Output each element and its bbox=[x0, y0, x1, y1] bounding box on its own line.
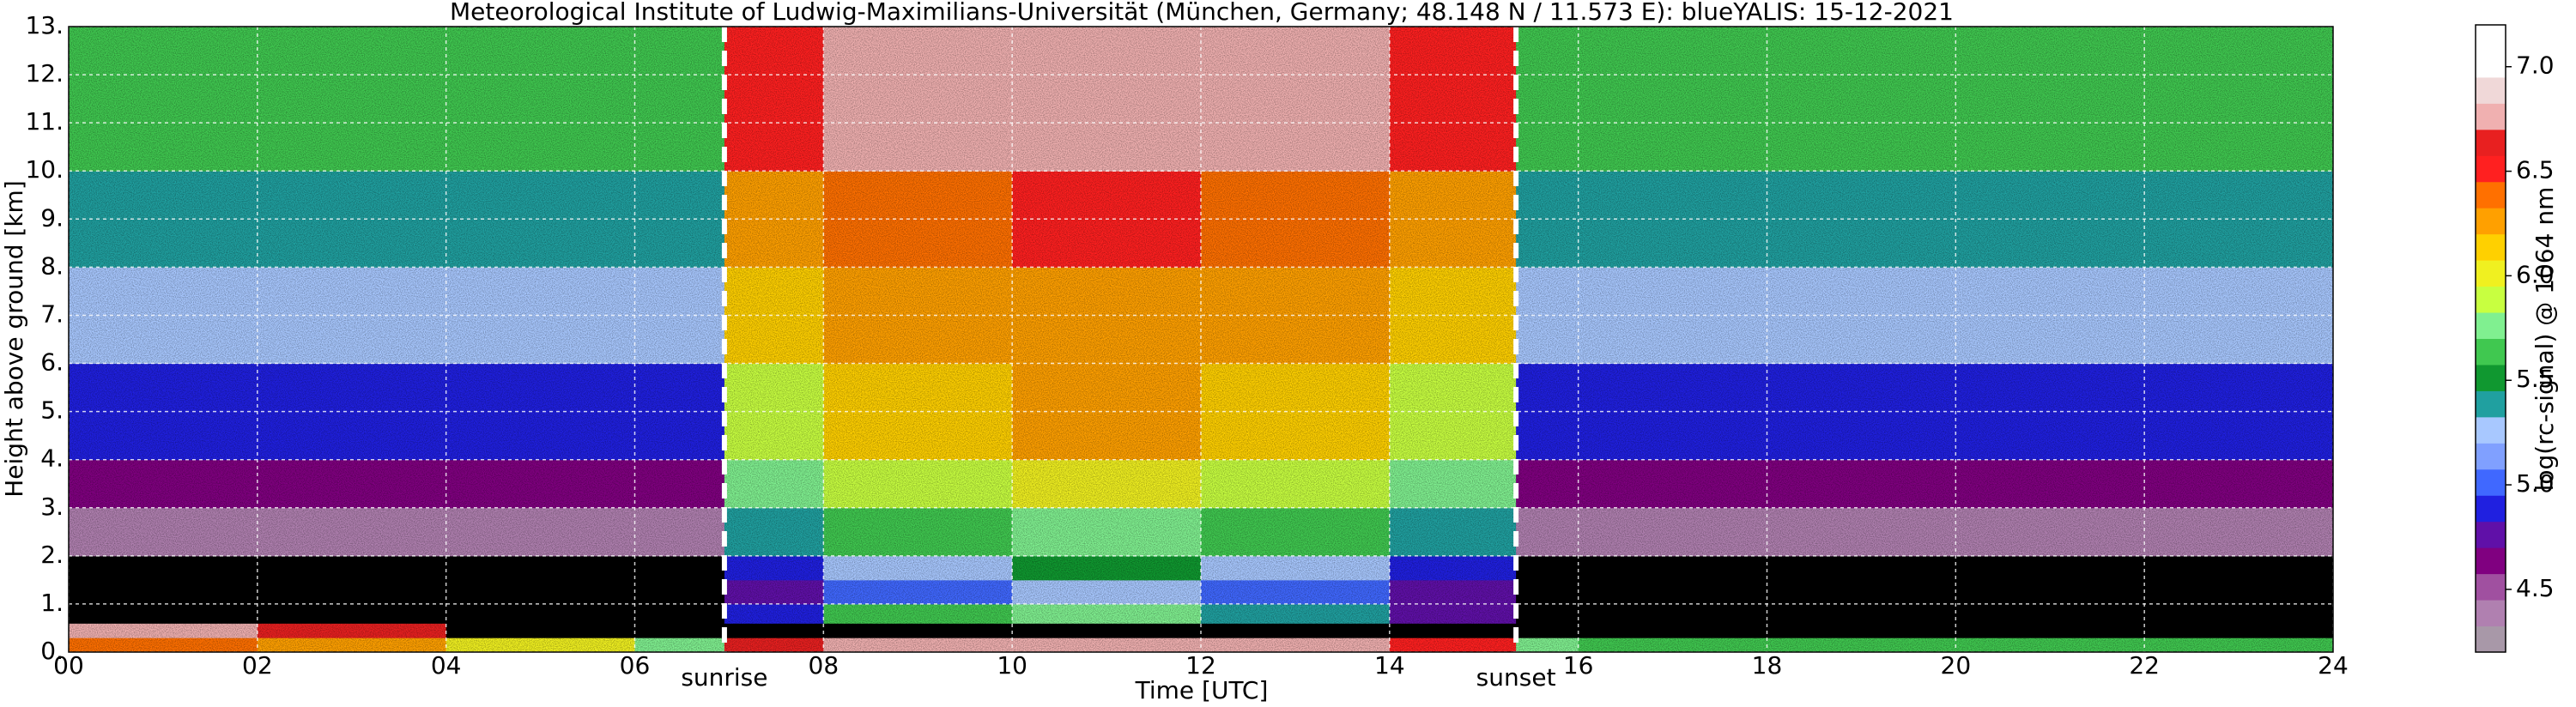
x-tick-label: 04 bbox=[431, 651, 462, 680]
colorbar-band bbox=[2476, 129, 2506, 156]
colorbar-band bbox=[2476, 103, 2506, 130]
y-tick-label: 8. bbox=[40, 251, 64, 280]
y-tick-label: 6. bbox=[40, 348, 64, 377]
colorbar-band bbox=[2476, 495, 2506, 523]
x-tick-label: 22 bbox=[2129, 651, 2160, 680]
colorbar-band bbox=[2476, 260, 2506, 287]
annotation-label: sunrise bbox=[681, 663, 767, 692]
colorbar-tick-label: 7.0 bbox=[2516, 51, 2555, 80]
colorbar-label: log(rc-signal) @ 1064 nm bbox=[2531, 187, 2559, 492]
colorbar-band bbox=[2476, 547, 2506, 575]
colorbar-band bbox=[2476, 51, 2506, 78]
plot-frame bbox=[68, 26, 2334, 653]
x-tick-label: 20 bbox=[1941, 651, 1972, 680]
x-tick-label: 02 bbox=[242, 651, 273, 680]
x-tick-label: 00 bbox=[53, 651, 84, 680]
x-tick-label: 08 bbox=[809, 651, 839, 680]
colorbar-band bbox=[2476, 521, 2506, 548]
colorbar-band bbox=[2476, 468, 2506, 496]
y-tick-label: 3. bbox=[40, 492, 64, 521]
colorbar-frame bbox=[2475, 24, 2506, 653]
x-tick-label: 12 bbox=[1185, 651, 1216, 680]
chart-title: Meteorological Institute of Ludwig-Maxim… bbox=[450, 0, 1954, 26]
colorbar-tick-label: 6.5 bbox=[2516, 156, 2555, 184]
colorbar-band bbox=[2476, 233, 2506, 261]
colorbar-band bbox=[2476, 600, 2506, 627]
y-tick-label: 5. bbox=[40, 396, 64, 425]
x-tick-label: 06 bbox=[620, 651, 651, 680]
colorbar-band bbox=[2476, 416, 2506, 444]
x-tick-label: 16 bbox=[1563, 651, 1594, 680]
y-tick-label: 0. bbox=[40, 637, 64, 665]
colorbar-band bbox=[2476, 312, 2506, 339]
y-tick-label: 13. bbox=[25, 11, 64, 39]
colorbar-band bbox=[2476, 338, 2506, 366]
colorbar-band bbox=[2476, 76, 2506, 104]
colorbar-tick-label: 5.0 bbox=[2516, 469, 2555, 498]
colorbar-tick-label: 6.0 bbox=[2516, 260, 2555, 288]
x-tick-label: 14 bbox=[1374, 651, 1405, 680]
colorbar-tick-label: 4.5 bbox=[2516, 574, 2555, 602]
y-tick-label: 1. bbox=[40, 589, 64, 617]
colorbar-band bbox=[2476, 208, 2506, 235]
y-tick-label: 2. bbox=[40, 541, 64, 569]
annotation-label: sunset bbox=[1476, 663, 1556, 692]
colorbar-band bbox=[2476, 625, 2506, 653]
colorbar-band bbox=[2476, 573, 2506, 601]
colorbar-band bbox=[2476, 25, 2506, 51]
colorbar-tick-label: 5.5 bbox=[2516, 365, 2555, 393]
y-tick-label: 12. bbox=[25, 59, 64, 88]
y-tick-label: 7. bbox=[40, 299, 64, 328]
colorbar-band bbox=[2476, 443, 2506, 470]
colorbar-band bbox=[2476, 286, 2506, 313]
colorbar-band bbox=[2476, 390, 2506, 418]
colorbar-band bbox=[2476, 181, 2506, 208]
y-tick-label: 9. bbox=[40, 203, 64, 232]
x-tick-label: 24 bbox=[2318, 651, 2349, 680]
y-axis-label: Height above ground [km] bbox=[0, 180, 28, 498]
x-tick-label: 18 bbox=[1752, 651, 1783, 680]
y-tick-label: 10. bbox=[25, 155, 64, 184]
colorbar-band bbox=[2476, 155, 2506, 183]
colorbar-band bbox=[2476, 364, 2506, 391]
y-tick-label: 4. bbox=[40, 444, 64, 473]
x-axis-label: Time [UTC] bbox=[1135, 676, 1269, 704]
x-tick-label: 10 bbox=[997, 651, 1027, 680]
y-tick-label: 11. bbox=[25, 107, 64, 136]
